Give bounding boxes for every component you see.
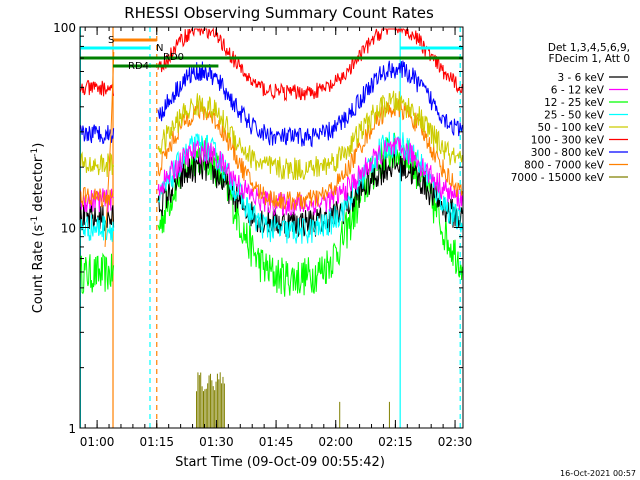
legend-label: 25 - 50 keV bbox=[544, 110, 605, 122]
y-axis-label: Count Rate (s-1 detector-1) bbox=[30, 143, 46, 314]
series-spike bbox=[104, 52, 115, 247]
x-tick-label: 01:30 bbox=[199, 435, 234, 449]
legend-label: 800 - 7000 keV bbox=[524, 160, 605, 172]
x-tick-label: 01:00 bbox=[80, 435, 115, 449]
flag-label: RD0 bbox=[163, 52, 184, 63]
x-tick-label: 02:30 bbox=[438, 435, 473, 449]
flag-label: S bbox=[108, 35, 114, 46]
flag-label: RD4 bbox=[128, 61, 149, 72]
legend-label: 7000 - 15000 keV bbox=[511, 172, 605, 184]
flag-label: N bbox=[156, 43, 163, 54]
y-tick-label: 10 bbox=[61, 222, 76, 236]
x-tick-label: 01:15 bbox=[139, 435, 174, 449]
chart-title: RHESSI Observing Summary Count Rates bbox=[124, 4, 434, 22]
legend-label: 6 - 12 keV bbox=[551, 85, 605, 97]
footer-timestamp: 16-Oct-2021 00:57 bbox=[560, 469, 636, 478]
legend-label: 3 - 6 keV bbox=[557, 72, 604, 84]
y-tick-label: 1 bbox=[68, 422, 76, 436]
series-line bbox=[79, 60, 463, 148]
series-line bbox=[79, 137, 463, 217]
x-axis-label: Start Time (09-Oct-09 00:55:42) bbox=[175, 455, 385, 470]
legend-header: FDecim 1, Att 0 bbox=[549, 53, 630, 65]
y-tick-label: 100 bbox=[53, 21, 76, 35]
legend-label: 50 - 100 keV bbox=[537, 122, 604, 134]
legend-header: Det 1,3,4,5,6,9, bbox=[548, 42, 630, 54]
series-line bbox=[79, 27, 463, 102]
x-tick-label: 02:00 bbox=[318, 435, 353, 449]
x-tick-label: 02:15 bbox=[378, 435, 413, 449]
series-line bbox=[79, 131, 463, 244]
legend: Det 1,3,4,5,6,9,FDecim 1, Att 0 3 - 6 keV… bbox=[511, 42, 630, 184]
legend-label: 100 - 300 keV bbox=[531, 135, 605, 147]
legend-label: 300 - 800 keV bbox=[531, 147, 605, 159]
x-tick-label: 01:45 bbox=[259, 435, 294, 449]
series-line bbox=[79, 90, 463, 181]
legend-label: 12 - 25 keV bbox=[544, 97, 605, 109]
